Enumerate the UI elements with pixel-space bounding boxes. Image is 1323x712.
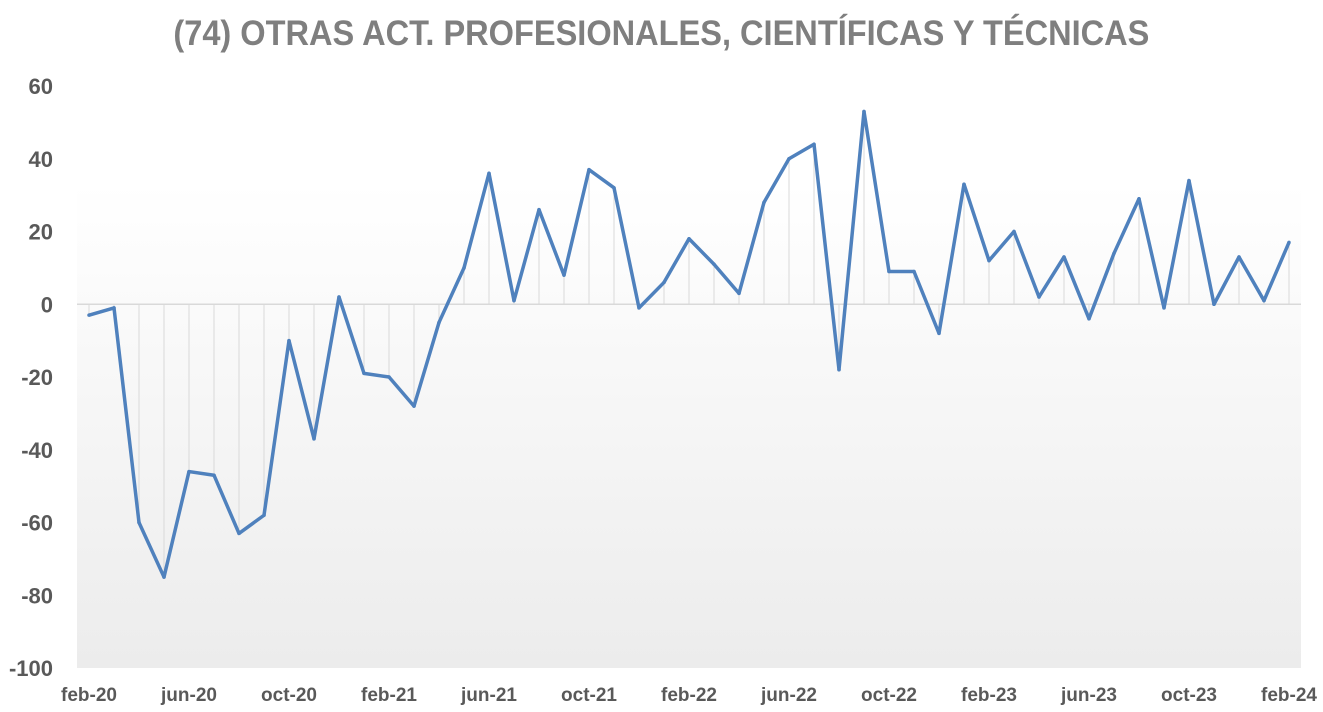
data-point: [112, 306, 116, 310]
data-point: [712, 262, 716, 266]
data-point: [987, 258, 991, 263]
data-point: [937, 331, 941, 336]
y-tick-label: -20: [21, 365, 53, 390]
x-tick-label: feb-20: [61, 685, 117, 706]
data-point: [412, 404, 416, 408]
y-tick-label: 60: [29, 74, 53, 99]
x-tick-label: feb-22: [661, 685, 717, 706]
data-point: [762, 200, 766, 205]
x-tick-label: feb-23: [961, 685, 1017, 706]
data-point: [687, 237, 691, 241]
data-point: [612, 186, 616, 190]
data-point: [812, 142, 816, 146]
data-point: [162, 575, 166, 579]
x-tick-label: oct-23: [1161, 685, 1217, 706]
data-point: [962, 182, 966, 186]
data-point: [1262, 298, 1266, 303]
x-tick-label: feb-21: [361, 685, 417, 706]
data-point: [512, 298, 516, 303]
x-tick-label: jun-21: [460, 685, 517, 706]
x-tick-label: jun-20: [160, 685, 217, 706]
data-point: [1137, 197, 1141, 201]
data-point: [262, 513, 266, 517]
y-tick-label: 20: [29, 220, 53, 245]
x-tick-label: oct-21: [561, 685, 617, 706]
x-tick-label: oct-22: [861, 685, 917, 706]
data-point: [362, 371, 366, 376]
y-tick-label: -60: [21, 511, 53, 536]
data-point: [487, 171, 491, 176]
x-tick-label: jun-22: [760, 685, 817, 706]
data-point: [537, 207, 541, 212]
data-point: [1162, 306, 1166, 310]
y-tick-label: 0: [41, 292, 53, 317]
y-tick-label: -40: [21, 438, 53, 463]
data-point: [437, 320, 441, 325]
x-axis: feb-20 jun-20 oct-20 feb-21 jun-21 oct-21 feb-…: [61, 685, 1317, 706]
drop-lines: [88, 111, 1290, 578]
y-axis: 60 40 20 0 -20 -40 -60 -80 -100: [9, 74, 53, 681]
data-point: [1287, 240, 1291, 245]
y-tick-label: -100: [9, 656, 53, 681]
y-tick-label: -80: [21, 583, 53, 608]
data-point: [662, 280, 666, 285]
x-tick-label: oct-20: [261, 685, 317, 706]
data-point: [912, 269, 916, 274]
data-point: [137, 520, 141, 525]
data-point: [562, 273, 566, 277]
data-point: [1187, 178, 1191, 183]
data-point: [212, 473, 216, 477]
data-point: [1237, 255, 1241, 259]
data-point: [637, 306, 641, 310]
y-tick-label: 40: [29, 147, 53, 172]
data-point: [337, 295, 341, 299]
data-point: [837, 367, 841, 372]
data-point: [787, 157, 791, 161]
data-point: [737, 291, 741, 296]
data-point: [1012, 229, 1016, 234]
data-point: [1062, 255, 1066, 259]
data-point: [1037, 295, 1041, 299]
data-point: [1112, 251, 1116, 256]
data-point: [187, 469, 191, 474]
x-tick-label: jun-23: [1060, 685, 1117, 706]
data-point: [587, 167, 591, 172]
data-point: [862, 109, 866, 114]
data-point: [287, 338, 291, 343]
data-point: [312, 437, 316, 441]
data-points: [87, 109, 1291, 579]
x-tick-label: feb-24: [1261, 685, 1317, 706]
data-point: [237, 531, 241, 536]
chart-title: (74) OTRAS ACT. PROFESIONALES, CIENTÍFIC…: [173, 14, 1150, 53]
data-point: [1087, 317, 1091, 321]
data-point: [462, 266, 466, 270]
data-point: [387, 375, 391, 379]
data-point: [1212, 302, 1216, 306]
data-point: [887, 269, 891, 274]
data-point: [87, 313, 91, 317]
